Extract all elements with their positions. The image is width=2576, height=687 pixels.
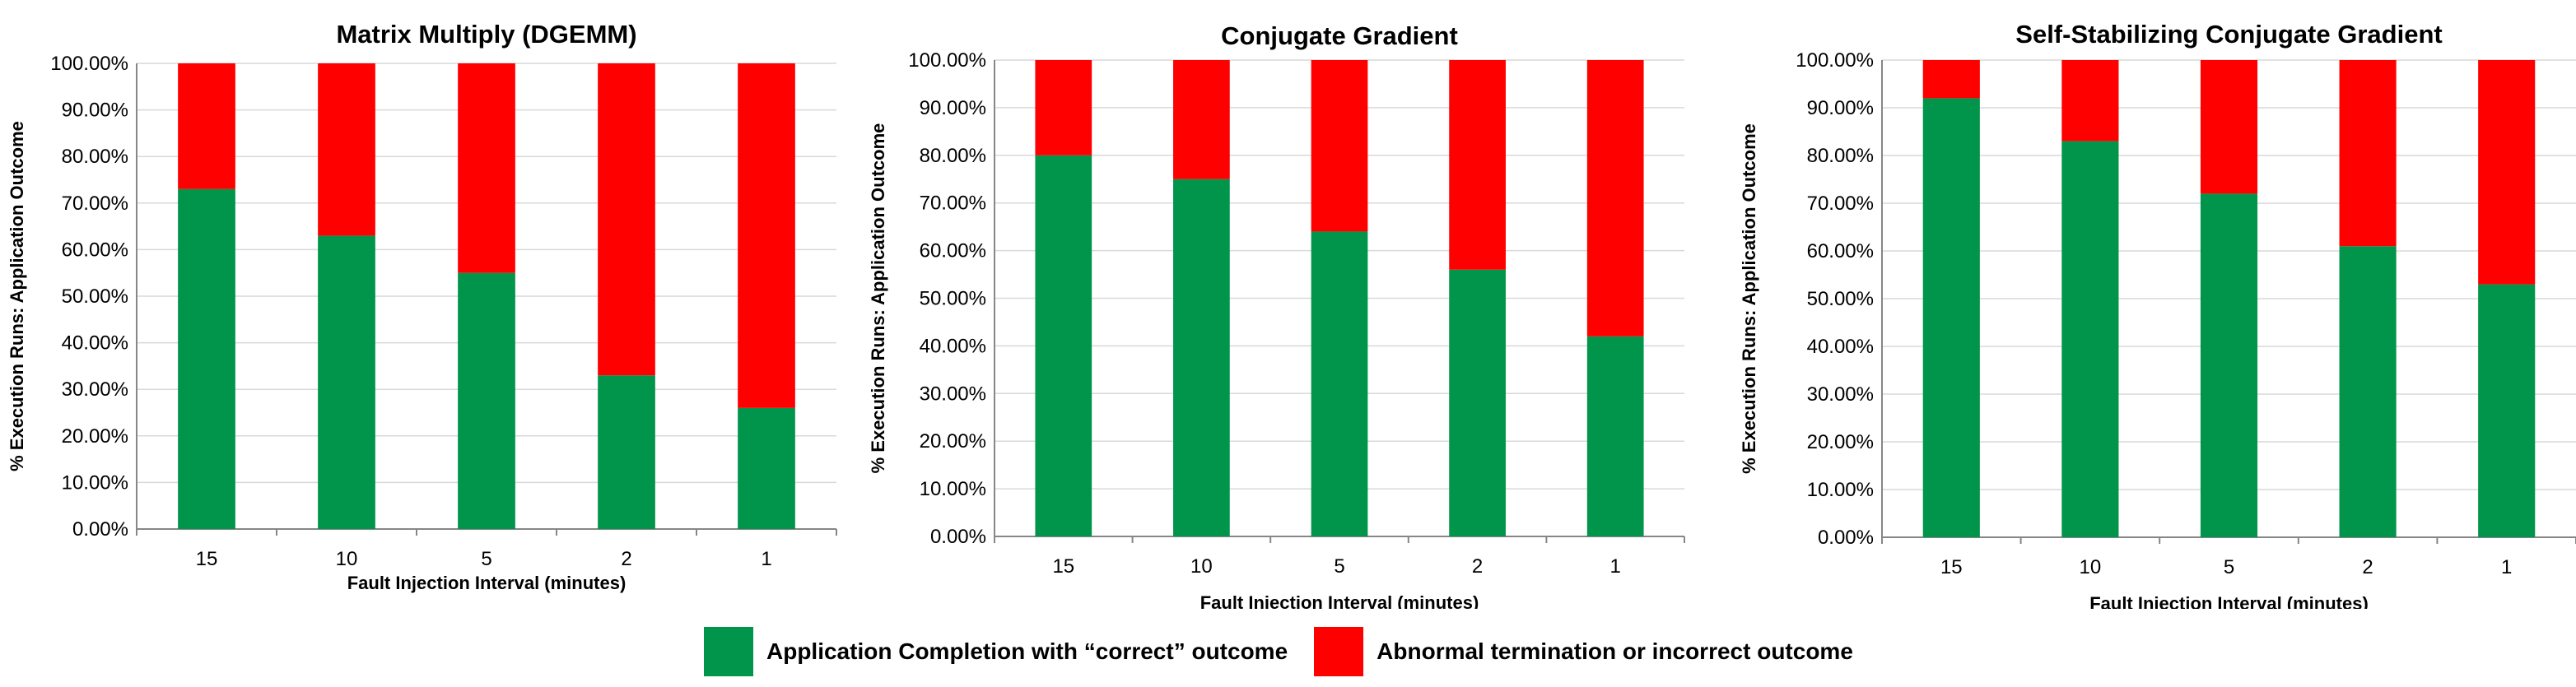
y-tick-label: 50.00%	[1807, 288, 1874, 310]
y-axis-label: % Execution Runs: Application Outcome	[7, 121, 27, 471]
y-tick-label: 40.00%	[1807, 336, 1874, 358]
y-tick-label: 100.00%	[1796, 49, 1874, 72]
legend-item-abnormal: Abnormal termination or incorrect outcom…	[1314, 627, 1853, 676]
bar-abnormal	[1035, 60, 1092, 156]
legend-swatch-correct	[704, 627, 753, 676]
y-tick-label: 50.00%	[62, 285, 128, 308]
bar-correct	[598, 375, 655, 529]
y-tick-label: 60.00%	[920, 240, 986, 262]
chart-panel-1: 0.00% 10.00% 20.00% 30.00% 40.00% 50.00% 60.00…	[7, 20, 837, 593]
bar-correct	[2339, 246, 2397, 537]
x-tick-label: 2	[1472, 555, 1483, 578]
chart-title: Conjugate Gradient	[1221, 21, 1458, 50]
x-tick-label: 15	[196, 548, 218, 570]
x-axis-label: Fault Injection Interval (minutes)	[2089, 593, 2369, 609]
bar-correct	[178, 188, 235, 529]
charts-canvas: 0.00%10.00%20.00%30.00%40.00%50.00%60.00…	[7, 20, 2576, 609]
y-tick-label: 10.00%	[920, 478, 986, 500]
bar-abnormal	[2478, 60, 2536, 285]
x-axis-label: Fault Injection Interval (minutes)	[347, 573, 627, 593]
y-tick-label: 20.00%	[62, 425, 128, 448]
bar-correct	[1173, 179, 1230, 536]
chart-panel-3: 0.00% 10.00% 20.00% 30.00% 40.00% 50.00% 60.00…	[1739, 20, 2576, 609]
bar-correct	[2061, 141, 2119, 537]
legend: Application Completion with “correct” ou…	[704, 627, 1880, 676]
y-tick-label: 20.00%	[1807, 431, 1874, 453]
bar-correct	[1922, 98, 1980, 537]
x-tick-label: 2	[2362, 556, 2373, 578]
y-tick-label: 30.00%	[920, 383, 986, 405]
y-tick-label: 10.00%	[62, 471, 128, 494]
legend-swatch-abnormal	[1314, 627, 1364, 676]
y-tick-label: 30.00%	[1807, 383, 1874, 406]
y-tick-label: 80.00%	[62, 146, 128, 168]
y-tick-label: 90.00%	[1807, 97, 1874, 119]
y-tick-label: 90.00%	[62, 100, 128, 122]
y-tick-label: 70.00%	[1807, 193, 1874, 215]
y-tick-label: 70.00%	[62, 193, 128, 215]
bar-abnormal	[1173, 60, 1230, 179]
bar-correct	[1449, 269, 1506, 536]
bar-abnormal	[2061, 60, 2119, 142]
y-tick-label: 90.00%	[920, 97, 986, 119]
bar-abnormal	[2200, 60, 2258, 194]
x-tick-label: 1	[1610, 555, 1621, 578]
x-tick-label: 1	[2501, 556, 2512, 578]
bar-abnormal	[2339, 60, 2397, 247]
y-tick-label: 60.00%	[1807, 240, 1874, 262]
bar-correct	[2478, 284, 2536, 537]
y-tick-label: 50.00%	[920, 288, 986, 310]
bar-correct	[1035, 155, 1092, 537]
bar-abnormal	[318, 63, 375, 236]
y-tick-label: 100.00%	[50, 53, 128, 75]
y-tick-label: 40.00%	[62, 332, 128, 355]
x-tick-label: 1	[761, 548, 771, 570]
y-tick-label: 80.00%	[920, 145, 986, 167]
y-tick-label: 0.00%	[930, 526, 986, 548]
y-axis-label: % Execution Runs: Application Outcome	[1739, 123, 1759, 474]
y-tick-label: 0.00%	[72, 518, 128, 541]
bar-abnormal	[458, 63, 515, 273]
bar-abnormal	[1449, 60, 1506, 270]
x-tick-label: 2	[621, 548, 631, 570]
x-tick-label: 15	[1052, 555, 1074, 578]
y-tick-label: 20.00%	[920, 430, 986, 453]
x-tick-label: 5	[481, 548, 491, 570]
bar-correct	[458, 272, 515, 529]
chart-title: Self-Stabilizing Conjugate Gradient	[2015, 20, 2442, 49]
y-tick-label: 10.00%	[1807, 479, 1874, 501]
x-tick-label: 5	[2224, 556, 2234, 578]
y-tick-label: 40.00%	[920, 335, 986, 357]
bar-abnormal	[598, 63, 655, 376]
bar-correct	[2200, 193, 2258, 537]
bar-correct	[1586, 336, 1644, 536]
y-tick-label: 0.00%	[1818, 527, 1874, 549]
bar-correct	[1311, 231, 1368, 536]
x-tick-label: 10	[2080, 556, 2102, 578]
bar-correct	[738, 407, 795, 529]
bar-abnormal	[738, 63, 795, 408]
bar-abnormal	[178, 63, 235, 189]
bar-correct	[318, 235, 375, 529]
chart-panel-2: 0.00% 10.00% 20.00% 30.00% 40.00% 50.00% 60.00…	[868, 21, 1685, 609]
bar-abnormal	[1586, 60, 1644, 337]
x-tick-label: 5	[1334, 555, 1344, 578]
y-tick-label: 30.00%	[62, 378, 128, 401]
x-tick-label: 15	[1940, 556, 1963, 578]
x-tick-label: 10	[336, 548, 358, 570]
chart-title: Matrix Multiply (DGEMM)	[336, 20, 636, 49]
bar-abnormal	[1922, 60, 1980, 99]
legend-label-correct: Application Completion with “correct” ou…	[766, 638, 1288, 664]
y-tick-label: 60.00%	[62, 239, 128, 261]
legend-label-abnormal: Abnormal termination or incorrect outcom…	[1377, 638, 1853, 664]
y-tick-label: 80.00%	[1807, 145, 1874, 167]
bar-abnormal	[1311, 60, 1368, 232]
x-axis-label: Fault Injection Interval (minutes)	[1200, 592, 1479, 609]
legend-item-correct: Application Completion with “correct” ou…	[704, 627, 1288, 676]
y-axis-label: % Execution Runs: Application Outcome	[868, 123, 888, 474]
x-tick-label: 10	[1190, 555, 1213, 578]
y-tick-label: 70.00%	[920, 193, 986, 215]
y-tick-label: 100.00%	[908, 49, 986, 72]
